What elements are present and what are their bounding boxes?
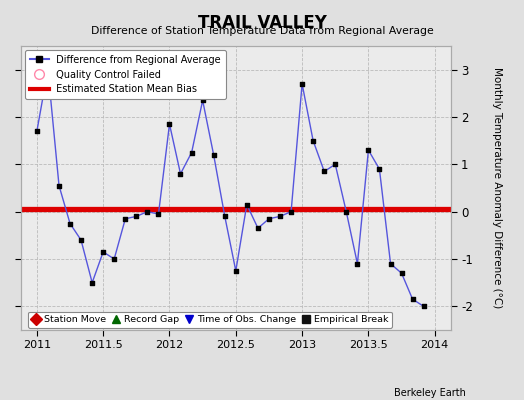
Point	[66, 220, 74, 227]
Point	[88, 280, 96, 286]
Point	[232, 268, 240, 274]
Point	[165, 121, 173, 127]
Point	[276, 213, 284, 220]
Point	[99, 249, 107, 255]
Y-axis label: Monthly Temperature Anomaly Difference (°C): Monthly Temperature Anomaly Difference (…	[493, 67, 503, 309]
Point	[287, 208, 296, 215]
Point	[265, 216, 273, 222]
Point	[320, 168, 329, 175]
Point	[309, 138, 318, 144]
Point	[43, 66, 52, 73]
Point	[342, 208, 351, 215]
Point	[154, 211, 162, 217]
Point	[254, 225, 262, 232]
Point	[221, 213, 229, 220]
Point	[331, 161, 340, 168]
Point	[397, 270, 406, 276]
Point	[210, 152, 218, 158]
Point	[110, 256, 118, 262]
Point	[55, 182, 63, 189]
Point	[243, 201, 251, 208]
Point	[375, 166, 384, 172]
Point	[199, 97, 207, 104]
Point	[143, 208, 151, 215]
Point	[77, 237, 85, 243]
Point	[132, 213, 140, 220]
Text: Difference of Station Temperature Data from Regional Average: Difference of Station Temperature Data f…	[91, 26, 433, 36]
Legend: Station Move, Record Gap, Time of Obs. Change, Empirical Break: Station Move, Record Gap, Time of Obs. C…	[28, 312, 392, 328]
Text: TRAIL VALLEY: TRAIL VALLEY	[198, 14, 326, 32]
Point	[364, 147, 373, 153]
Point	[386, 260, 395, 267]
Point	[176, 170, 184, 177]
Point	[420, 303, 428, 310]
Text: Berkeley Earth: Berkeley Earth	[395, 388, 466, 398]
Point	[298, 81, 307, 87]
Point	[188, 149, 196, 156]
Point	[32, 128, 41, 134]
Point	[353, 260, 362, 267]
Point	[121, 216, 129, 222]
Point	[408, 296, 417, 302]
